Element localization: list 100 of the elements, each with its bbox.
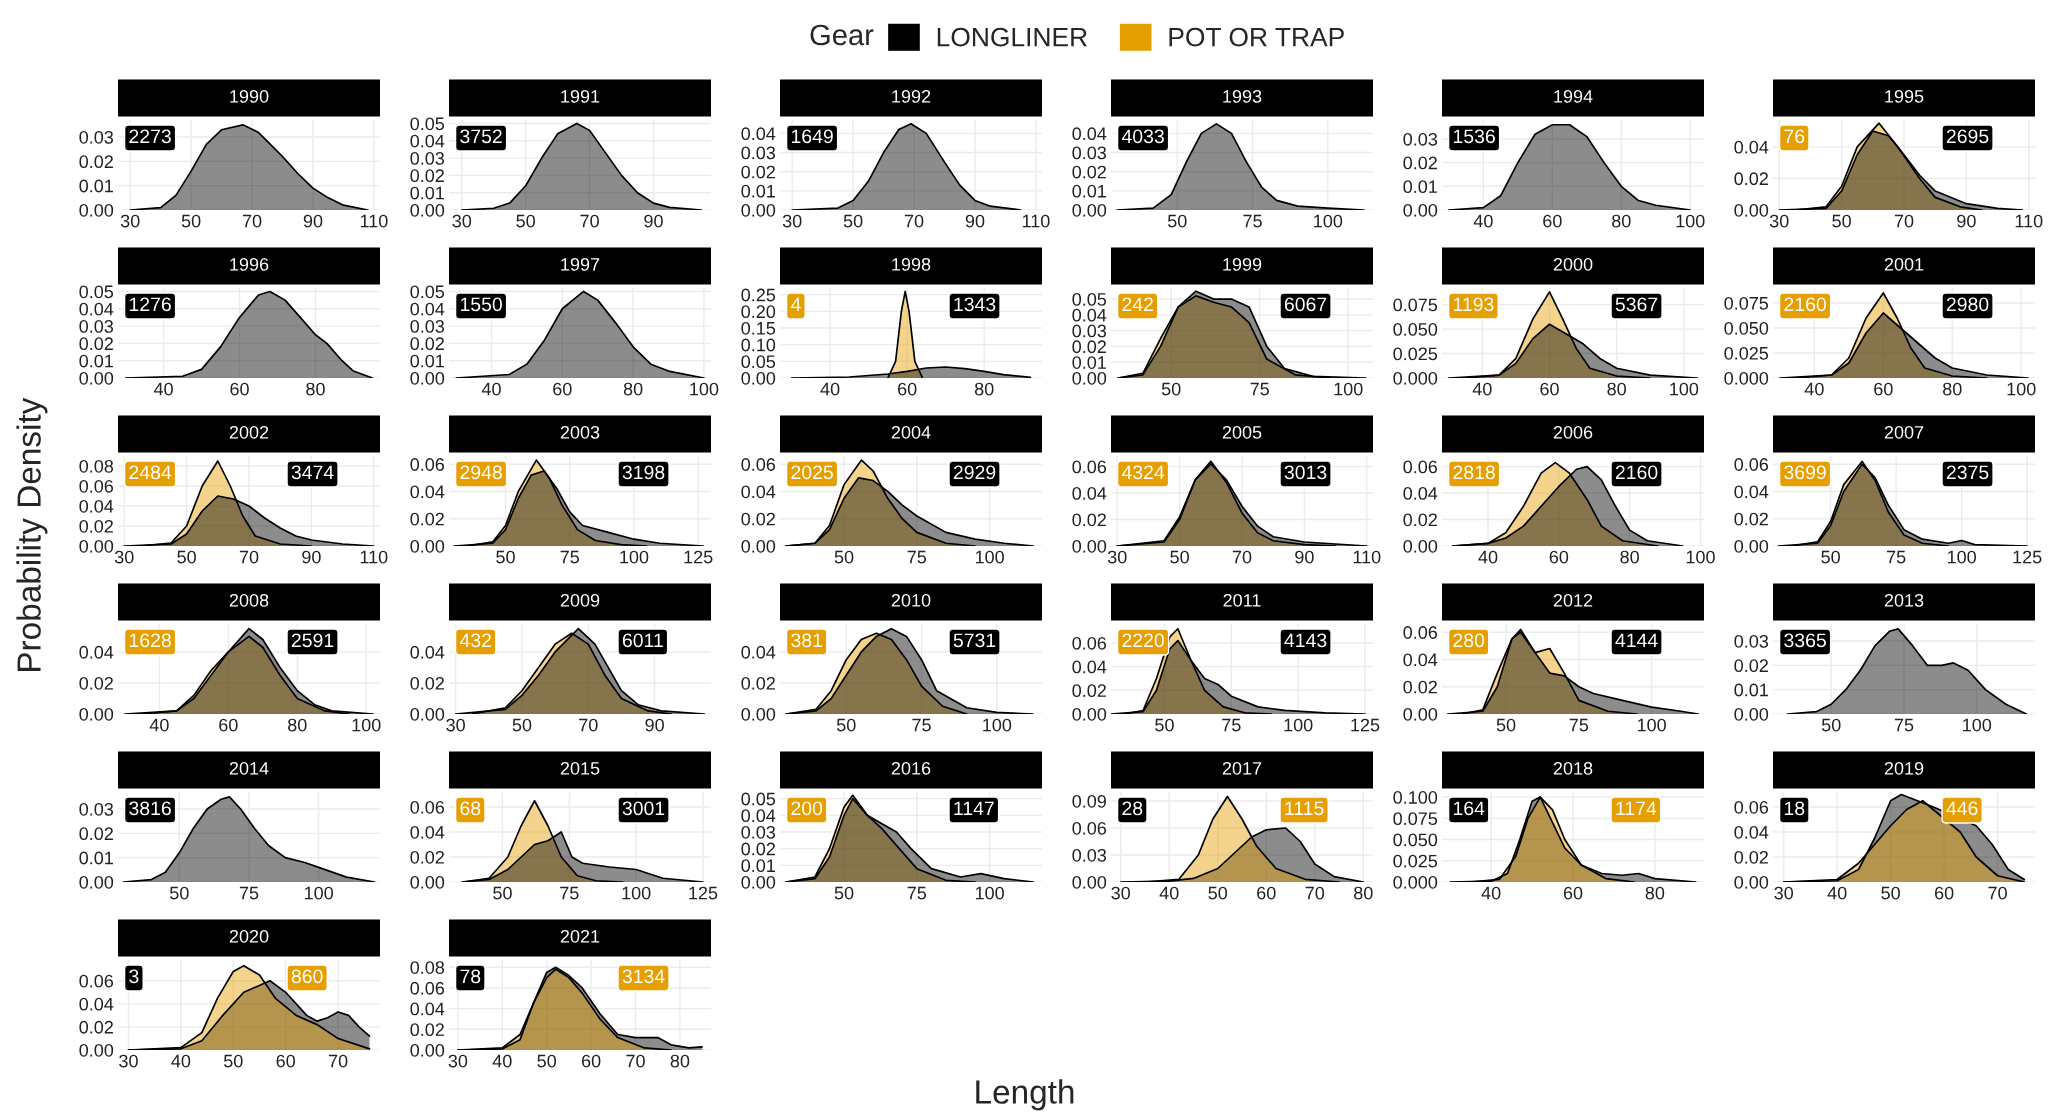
y-tick-label: 0.06 — [1734, 458, 1769, 471]
chart-title: 2009 — [560, 593, 600, 607]
legend-title: Gear — [810, 24, 874, 46]
y-tick-label: 0.06 — [1072, 460, 1107, 474]
y-tick-label: 0.01 — [410, 354, 444, 368]
y-tick-label: 0.06 — [79, 479, 114, 493]
chart-title: 2017 — [1222, 761, 1262, 775]
chart-title: 2008 — [229, 593, 269, 607]
chart-title: 2013 — [1884, 593, 1924, 607]
x-tick-label: 100 — [975, 886, 1004, 900]
x-tick-label: 30 — [452, 214, 472, 228]
y-tick-label: 0.10 — [741, 338, 776, 352]
y-tick-label: 0.04 — [410, 134, 445, 148]
annotation: 1649 — [791, 129, 833, 144]
x-tick-label: 50 — [1496, 718, 1516, 732]
y-tick-label: 0.000 — [1724, 371, 1769, 385]
x-tick-label: 40 — [1481, 886, 1501, 900]
chart-title: 1990 — [230, 89, 269, 103]
x-tick-label: 75 — [560, 886, 579, 900]
y-tick-label: 0.04 — [79, 997, 114, 1011]
y-tick-label: 0.04 — [410, 485, 445, 499]
y-tick-label: 0.01 — [741, 859, 775, 873]
y-tick-label: 0.05 — [741, 355, 776, 369]
y-tick-label: 0.03 — [1403, 132, 1438, 146]
y-tick-label: 0.03 — [79, 802, 114, 816]
y-tick-label: 0.04 — [79, 645, 114, 659]
y-tick-label: 0.04 — [741, 645, 776, 659]
x-tick-label: 30 — [1769, 214, 1789, 228]
y-tick-label: 0.04 — [1072, 486, 1107, 500]
y-tick-label: 0.01 — [1072, 184, 1106, 198]
y-tick-label: 0.00 — [741, 707, 776, 721]
annotation: 1550 — [460, 297, 502, 312]
y-tick-label: 0.00 — [1403, 707, 1438, 721]
y-tick-label: 0.03 — [741, 825, 776, 839]
x-tick-label: 75 — [907, 886, 927, 900]
x-tick-label: 30 — [114, 550, 134, 564]
x-tick-label: 50 — [836, 718, 856, 732]
x-tick-label: 75 — [1243, 214, 1262, 228]
x-tick-label: 30 — [1774, 886, 1794, 900]
chart-title: 1992 — [892, 89, 931, 103]
x-tick-label: 40 — [1473, 214, 1493, 228]
annotation: 1147 — [954, 801, 994, 816]
y-tick-label: 0.06 — [1403, 626, 1438, 639]
y-tick-label: 0.01 — [1072, 356, 1106, 369]
x-tick-label: 100 — [1284, 718, 1313, 732]
y-tick-label: 0.02 — [741, 512, 775, 526]
y-tick-label: 0.15 — [741, 321, 776, 335]
y-tick-label: 0.08 — [79, 459, 114, 473]
y-tick-label: 0.04 — [1734, 825, 1769, 839]
y-tick-label: 0.02 — [1072, 165, 1106, 179]
x-tick-label: 75 — [560, 550, 580, 564]
x-tick-label: 100 — [1947, 550, 1976, 564]
y-tick-label: 0.00 — [410, 203, 445, 217]
y-tick-label: 0.01 — [1403, 180, 1437, 194]
y-tick-label: 0.02 — [79, 827, 113, 841]
y-tick-label: 0.02 — [79, 155, 113, 169]
x-tick-label: 40 — [171, 1054, 191, 1068]
chart-title: 1994 — [1554, 89, 1593, 103]
y-tick-label: 0.00 — [1072, 707, 1107, 721]
y-tick-label: 0.02 — [1072, 684, 1106, 698]
y-tick-label: 0.04 — [79, 499, 114, 513]
x-tick-label: 50 — [537, 1054, 557, 1068]
y-tick-label: 0.04 — [741, 485, 776, 499]
y-tick-label: 0.075 — [1393, 812, 1438, 826]
y-tick-label: 0.00 — [1734, 203, 1769, 217]
x-tick-label: 80 — [974, 382, 994, 396]
y-tick-label: 0.00 — [741, 371, 776, 385]
y-tick-label: 0.02 — [741, 165, 775, 179]
chart-title: 1997 — [561, 257, 600, 271]
y-tick-label: 0.06 — [1734, 800, 1769, 814]
annotation: 2695 — [1946, 129, 1989, 144]
annotation: 164 — [1453, 801, 1485, 816]
x-tick-label: 100 — [1676, 214, 1705, 228]
x-tick-label: 60 — [1874, 382, 1893, 396]
x-tick-label: 40 — [1827, 886, 1847, 900]
x-tick-label: 100 — [1670, 382, 1699, 396]
y-tick-label: 0.02 — [79, 676, 113, 690]
annotation: 4033 — [1121, 129, 1164, 144]
x-tick-label: 30 — [119, 1054, 138, 1068]
x-tick-label: 110 — [1353, 550, 1381, 564]
annotation: 6067 — [1284, 297, 1327, 312]
chart-title: 2021 — [560, 929, 600, 943]
x-tick-label: 125 — [689, 886, 718, 900]
y-tick-label: 0.05 — [410, 117, 445, 131]
annotation: 2948 — [460, 465, 502, 480]
chart-title: 2000 — [1553, 257, 1593, 271]
x-tick-label: 40 — [149, 718, 169, 732]
x-axis-title: Length — [976, 1079, 1074, 1111]
y-tick-label: 0.04 — [1734, 140, 1769, 154]
annotation: 2160 — [1784, 297, 1826, 312]
y-tick-label: 0.01 — [79, 179, 113, 193]
y-tick-label: 0.02 — [1734, 850, 1768, 864]
annotation: 446 — [1946, 801, 1978, 816]
y-tick-label: 0.050 — [1724, 321, 1769, 335]
x-tick-label: 100 — [1963, 718, 1992, 732]
x-tick-label: 125 — [684, 550, 713, 564]
annotation: 78 — [460, 969, 481, 984]
x-tick-label: 100 — [975, 550, 1004, 564]
y-tick-label: 0.00 — [1072, 539, 1107, 553]
annotation: 1115 — [1285, 801, 1324, 816]
